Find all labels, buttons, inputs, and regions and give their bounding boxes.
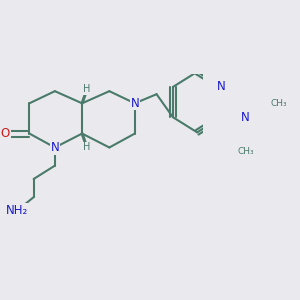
Text: N: N [130,97,139,110]
Text: CH₃: CH₃ [270,99,287,108]
Text: H: H [83,142,91,152]
Text: CH₃: CH₃ [237,147,254,156]
Text: N: N [241,111,250,124]
Text: H: H [83,84,91,94]
Text: NH₂: NH₂ [6,204,28,217]
Text: O: O [1,127,10,140]
Text: N: N [217,80,226,93]
Text: N: N [50,141,59,154]
